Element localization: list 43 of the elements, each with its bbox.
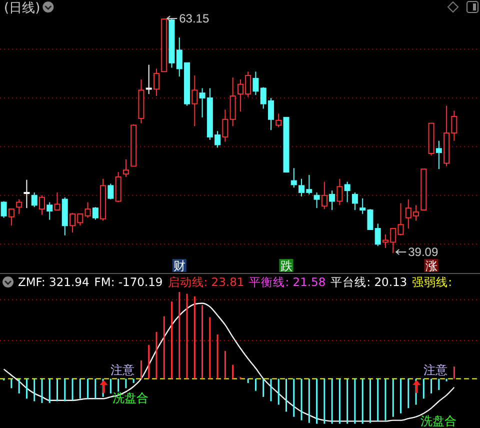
candlestick <box>16 198 22 214</box>
text: 平衡线: 21.58 <box>249 275 326 289</box>
candlestick <box>344 181 350 203</box>
annotation: 39.09 <box>408 245 438 259</box>
annotation: 63.15 <box>179 12 210 26</box>
candlestick <box>84 202 91 218</box>
candlestick <box>329 190 336 211</box>
candlestick <box>336 178 343 206</box>
candlestick <box>92 206 98 220</box>
candlestick <box>0 200 7 218</box>
candlestick <box>24 179 30 209</box>
candlestick <box>46 202 53 220</box>
candlestick <box>290 168 297 188</box>
candlestick <box>374 223 381 247</box>
text: 平台线: 20.13 <box>330 275 408 289</box>
text: 涨 <box>425 259 438 273</box>
candlestick <box>108 183 114 200</box>
candlestick <box>276 113 282 128</box>
candlestick <box>222 109 228 142</box>
candlestick <box>230 76 236 127</box>
annotation: 洗盘合 <box>112 391 149 405</box>
candlestick <box>252 71 259 96</box>
candlestick <box>352 192 358 211</box>
text: 启动线: 23.81 <box>168 275 244 289</box>
candlestick <box>321 181 328 210</box>
annotation: 洗盘合 <box>420 414 457 428</box>
candlestick <box>122 158 129 178</box>
candlestick <box>436 140 442 170</box>
text: 财 <box>173 259 186 273</box>
chart-title: (日线) <box>4 1 40 16</box>
text: FM: -170.19 <box>94 275 163 289</box>
text: 跌 <box>280 259 292 273</box>
annotation: 注意 <box>424 363 448 377</box>
text: ZMF: 321.94 <box>18 275 90 289</box>
candlestick <box>8 208 14 226</box>
candlestick <box>38 194 45 216</box>
annotation: 注意 <box>110 363 135 377</box>
candlestick <box>31 192 38 208</box>
candlestick <box>398 202 404 236</box>
candlestick <box>54 192 60 211</box>
text: 强弱线: <box>412 275 452 289</box>
candlestick <box>314 192 320 209</box>
candlestick <box>192 75 198 127</box>
